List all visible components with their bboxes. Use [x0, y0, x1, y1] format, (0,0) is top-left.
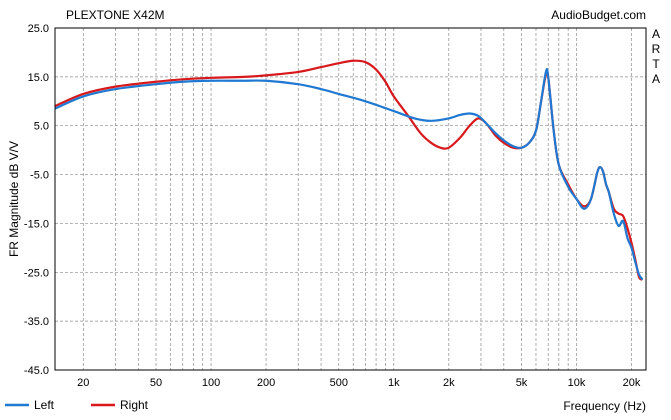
legend-right-label: Right	[120, 398, 149, 412]
watermark-letter: A	[652, 27, 660, 41]
x-tick-label: 5k	[516, 377, 528, 389]
x-tick-label: 200	[257, 377, 275, 389]
source-label: AudioBudget.com	[551, 8, 646, 22]
series-layer	[54, 59, 644, 281]
series-line-left	[54, 68, 644, 281]
x-tick-label: 50	[150, 377, 162, 389]
y-tick-label: -15.0	[24, 218, 49, 230]
legend-left-label: Left	[34, 398, 55, 412]
watermark-letter: R	[652, 42, 661, 56]
x-tick-label: 500	[330, 377, 348, 389]
x-axis-label: Frequency (Hz)	[563, 399, 646, 413]
x-tick-label: 10k	[568, 377, 586, 389]
x-tick-labels: 20 50 100 200 500 1k 2k 5k 10k 20k	[77, 377, 641, 389]
x-tick-label: 1k	[388, 377, 400, 389]
x-tick-label: 20k	[623, 377, 641, 389]
y-tick-label: -45.0	[24, 365, 49, 377]
grid	[55, 28, 646, 370]
y-axis-label: FR Magnitude dB V/V	[7, 141, 21, 257]
x-tick-label: 2k	[443, 377, 455, 389]
plot-frame	[54, 27, 647, 371]
y-tick-label: -5.0	[30, 170, 49, 182]
plot-area	[55, 28, 646, 370]
watermark-letter: T	[652, 57, 660, 71]
y-tick-label: 5.0	[34, 121, 49, 133]
y-tick-labels: 25.0 15.0 5.0 -5.0 -15.0 -25.0 -35.0 -45.0	[24, 23, 49, 377]
x-tick-label: 20	[77, 377, 89, 389]
y-tick-label: 25.0	[28, 23, 49, 35]
watermark-letter: A	[652, 72, 660, 86]
chart-title: PLEXTONE X42M	[66, 8, 164, 22]
legend: Left Right	[5, 398, 149, 412]
y-tick-label: -25.0	[24, 267, 49, 279]
y-tick-label: 15.0	[28, 72, 49, 84]
y-tick-label: -35.0	[24, 316, 49, 328]
x-tick-label: 100	[202, 377, 220, 389]
